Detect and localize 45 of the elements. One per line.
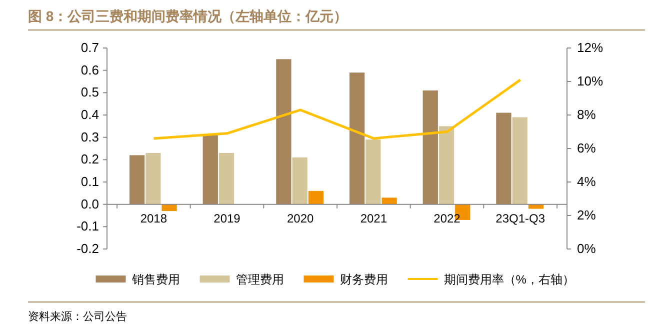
bar (308, 190, 324, 204)
bar (292, 157, 308, 204)
y-tick-label: 0.6 (80, 62, 99, 78)
y-tick-label: 0.1 (80, 174, 99, 189)
y2-tick-label: 8% (577, 107, 596, 122)
legend-label: 财务费用 (340, 272, 388, 286)
y-tick-label: -0.1 (76, 218, 99, 234)
bar (349, 72, 365, 204)
bar (512, 117, 528, 204)
chart-title: 图 8：公司三费和期间费率情况（左轴单位：亿元） (28, 8, 348, 24)
line-series (152, 78, 522, 140)
y2-tick-label: 0% (577, 241, 596, 256)
bar (218, 152, 234, 204)
bar (422, 90, 438, 204)
legend-label: 销售费用 (130, 272, 180, 286)
y-tick-label: 0.3 (80, 129, 99, 144)
bar (496, 112, 512, 204)
x-tick-label: 2018 (140, 211, 168, 226)
y-tick-label: 0.0 (80, 196, 99, 212)
bar (382, 198, 397, 204)
y2-tick-label: 10% (577, 74, 604, 88)
y-tick-label: 0.2 (80, 152, 99, 167)
bar (276, 59, 292, 204)
y-tick-label: 0.7 (80, 40, 99, 55)
x-tick-label: 2022 (434, 211, 461, 226)
bar (146, 152, 161, 204)
bar (129, 155, 145, 204)
bar (162, 204, 177, 212)
y2-tick-label: 2% (577, 208, 596, 222)
legend-label: 期间费用率（%，右轴） (444, 272, 574, 286)
y2-tick-label: 6% (577, 140, 596, 156)
y2-tick-label: 12% (577, 40, 604, 55)
bar (438, 126, 454, 204)
x-tick-label: 2019 (214, 211, 241, 226)
text: 资料来源：公司公告 (28, 310, 127, 323)
x-tick-label: 2021 (360, 211, 388, 226)
x-tick-label: 23Q1-Q3 (496, 211, 546, 226)
bar (366, 140, 381, 204)
y2-tick-label: 4% (577, 174, 596, 189)
x-tick-label: 2020 (286, 211, 314, 226)
y-tick-label: 0.4 (80, 107, 99, 122)
y-tick-label: 0.5 (80, 84, 99, 100)
bar (202, 135, 218, 204)
y-tick-label: -0.2 (76, 241, 99, 256)
legend-label: 管理费用 (236, 272, 284, 286)
